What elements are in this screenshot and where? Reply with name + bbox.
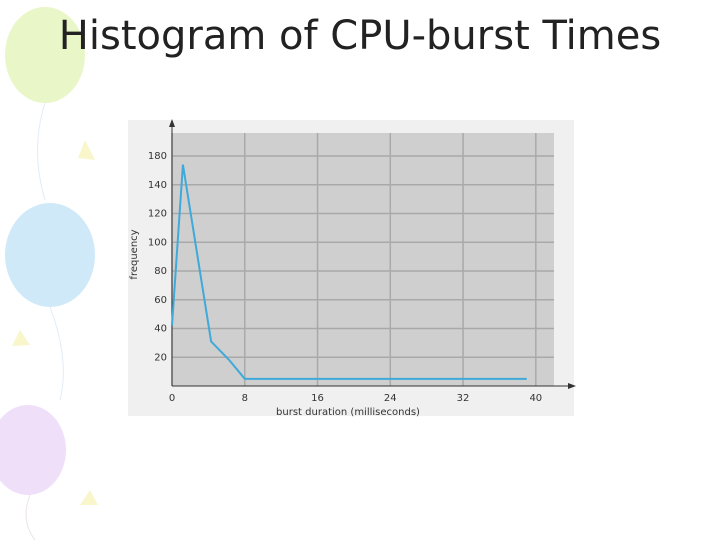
- y-axis-label: frequency: [129, 229, 140, 279]
- y-tick-label: 80: [154, 266, 167, 277]
- x-tick-label: 40: [529, 393, 542, 404]
- x-tick-label: 8: [242, 393, 248, 404]
- y-tick-label: 100: [148, 237, 167, 248]
- x-tick-label: 32: [457, 393, 470, 404]
- data-line: [171, 164, 527, 380]
- x-axis-arrow: [568, 383, 576, 389]
- x-tick-label: 0: [169, 393, 175, 404]
- y-tick-label: 20: [154, 352, 167, 363]
- balloon-decoration: [0, 7, 98, 541]
- slide-title: Histogram of CPU-burst Times: [59, 13, 661, 59]
- y-tick-label: 120: [148, 209, 167, 220]
- plot-area: [172, 133, 554, 386]
- x-axis-label: burst duration (milliseconds): [276, 407, 420, 418]
- chart: 20 40 60 80 100 120 140 180 0 8 16 24 32 40 burst dura…: [129, 119, 576, 418]
- y-tick-label: 60: [154, 295, 167, 306]
- y-tick-label: 40: [154, 324, 167, 335]
- x-tick-label: 16: [311, 393, 324, 404]
- y-axis-arrow: [169, 119, 175, 127]
- y-tick-label: 140: [148, 180, 167, 191]
- y-tick-label: 180: [148, 151, 167, 162]
- x-tick-label: 24: [384, 393, 397, 404]
